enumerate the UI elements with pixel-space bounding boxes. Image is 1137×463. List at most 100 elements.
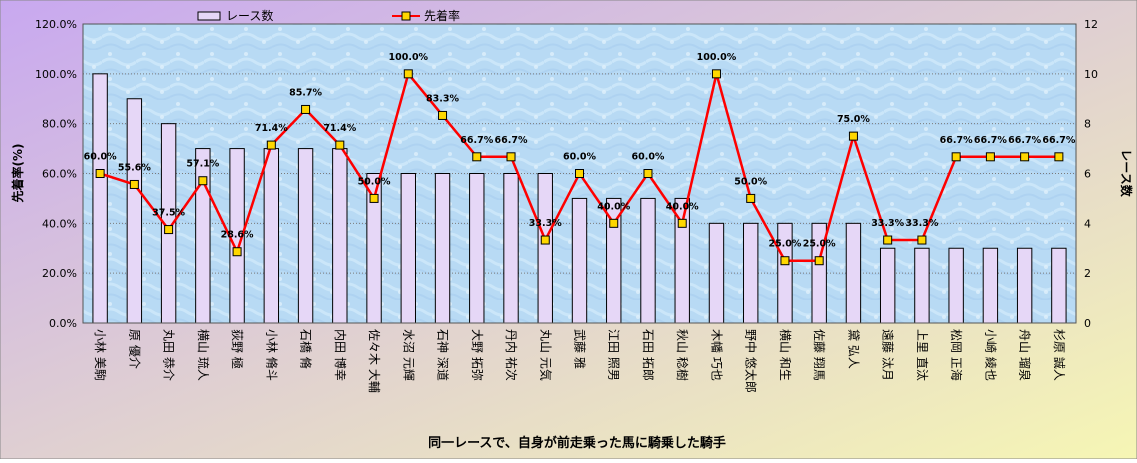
legend-bar-swatch — [197, 11, 221, 21]
data-point — [266, 140, 276, 150]
category-label: 大野 拓弥 — [470, 329, 485, 381]
bar — [948, 247, 964, 324]
category-label: 石田 拓郎 — [641, 329, 655, 381]
bar — [1051, 247, 1067, 324]
y-left-tick-label: 120.0% — [35, 18, 77, 31]
data-point — [369, 193, 379, 203]
data-label: 60.0% — [563, 152, 596, 163]
bar — [126, 98, 143, 324]
category-label: 石神 深道 — [436, 329, 450, 381]
category-label: 黛 弘人 — [846, 329, 860, 369]
data-label: 100.0% — [389, 52, 429, 63]
category-label: 舟山 瑠泉 — [1018, 329, 1032, 381]
data-point — [643, 169, 653, 178]
category-label: 上里 直汰 — [915, 329, 929, 381]
category-label: 丸田 恭介 — [162, 329, 176, 381]
y-left-tick-label: 20.0% — [42, 267, 77, 280]
data-point — [129, 179, 139, 189]
data-label: 50.0% — [734, 176, 767, 187]
category-label: 原 優介 — [127, 329, 141, 369]
category-label: 遠藤 汰月 — [881, 329, 895, 381]
category-label: 荻野 極 — [230, 329, 245, 369]
legend-line-label: 先着率 — [424, 8, 460, 23]
bar — [845, 222, 862, 324]
data-point — [506, 152, 516, 162]
data-point — [677, 218, 687, 228]
data-point — [780, 256, 790, 266]
y-left-tick-label: 80.0% — [42, 118, 77, 131]
data-label: 85.7% — [289, 87, 322, 98]
y-right-tick-label: 2 — [1084, 267, 1091, 280]
plot-border — [82, 23, 1077, 324]
bar — [92, 73, 108, 324]
y-right-tick-label: 12 — [1084, 18, 1098, 31]
data-label: 71.4% — [323, 123, 356, 134]
y-right-tick-label: 4 — [1084, 217, 1091, 230]
bar — [640, 197, 656, 324]
category-label: 江田 照男 — [607, 329, 621, 381]
y-right-tick-label: 0 — [1084, 317, 1091, 330]
axes: 0.0% 0 20.0% 2 40.0% 4 60.0% 6 80.0% 8 100.0% 10 120… — [35, 18, 1098, 393]
category-label: 木幡 巧也 — [709, 329, 724, 381]
category-label: 小林 脩斗 — [264, 329, 278, 381]
bar — [503, 173, 519, 324]
y-left-tick-label: 40.0% — [42, 217, 77, 230]
data-point — [609, 218, 619, 228]
y-left-tick-label: 0.0% — [49, 317, 77, 330]
category-label: 佐藤 翔馬 — [812, 329, 826, 381]
y-axis-left-title: 先着率(%) — [10, 144, 25, 203]
data-label: 66.7% — [1008, 135, 1041, 146]
bar — [195, 148, 211, 324]
data-point — [1020, 152, 1030, 162]
data-label: 66.7% — [940, 135, 973, 146]
data-label: 60.0% — [631, 152, 664, 163]
category-label: 丹内 祐次 — [504, 329, 518, 381]
legend-bar-label: レース数 — [226, 8, 273, 23]
data-point — [848, 131, 858, 141]
data-label: 33.3% — [529, 218, 562, 229]
data-label: 33.3% — [871, 218, 904, 229]
data-point — [403, 69, 413, 79]
legend-line-marker — [401, 11, 411, 21]
data-label: 66.7% — [1042, 135, 1075, 146]
data-label: 33.3% — [905, 218, 938, 229]
y-right-tick-label: 10 — [1084, 68, 1098, 81]
bar — [434, 173, 451, 324]
data-label: 71.4% — [255, 123, 288, 134]
bar — [400, 173, 416, 324]
category-label: 丸山 元気 — [538, 329, 553, 381]
data-point — [814, 256, 824, 266]
data-label: 57.1% — [186, 159, 219, 170]
data-point — [198, 176, 208, 186]
data-label: 66.7% — [495, 135, 528, 146]
bar — [708, 222, 725, 324]
category-label: 横山 和生 — [778, 329, 792, 381]
bar — [914, 247, 930, 324]
bar — [982, 247, 999, 324]
data-point — [951, 152, 961, 162]
category-label: 松岡 正海 — [949, 329, 964, 381]
bar — [297, 148, 314, 324]
y-left-tick-label: 60.0% — [42, 168, 77, 181]
bar — [537, 173, 553, 324]
legend: レース数 先着率 — [197, 8, 460, 23]
data-label: 60.0% — [84, 152, 117, 163]
data-label: 75.0% — [837, 114, 870, 125]
data-label: 40.0% — [597, 201, 630, 212]
bar — [743, 222, 759, 324]
bar — [571, 197, 588, 324]
bar-series — [92, 73, 1067, 324]
data-point — [232, 247, 242, 257]
bar — [879, 247, 896, 324]
category-label: 野中 悠太郎 — [744, 329, 759, 393]
category-label: 内田 博幸 — [333, 329, 348, 381]
data-point — [575, 169, 584, 178]
category-label: 佐々木 大輔 — [367, 329, 381, 393]
category-label: 石橋 脩 — [299, 329, 313, 369]
data-label: 50.0% — [358, 176, 391, 187]
data-point — [711, 69, 721, 79]
bar — [1016, 247, 1033, 324]
bar — [263, 148, 280, 324]
